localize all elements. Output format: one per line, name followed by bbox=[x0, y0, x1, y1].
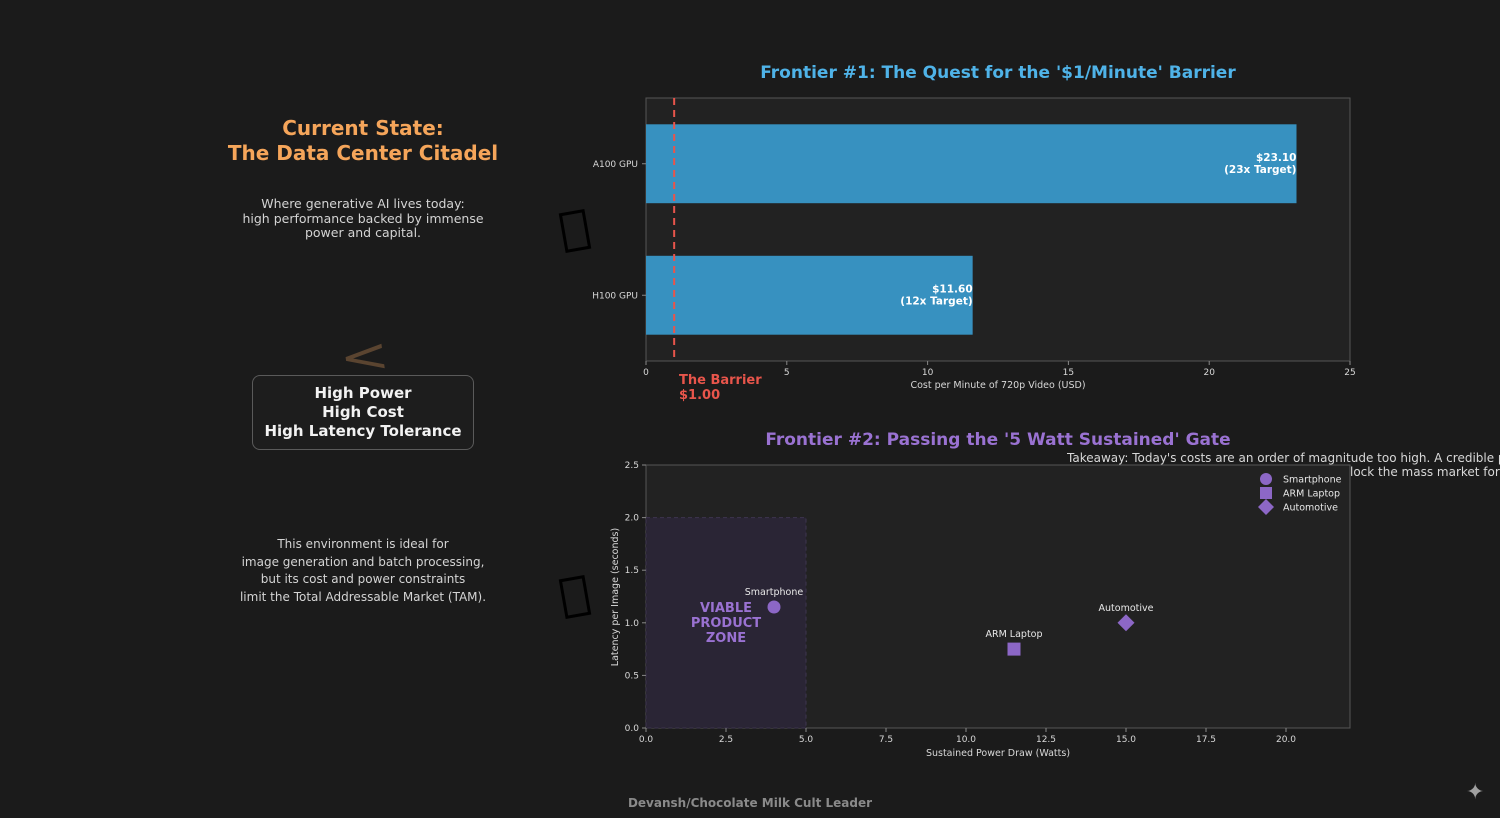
y-tick-label: 1.0 bbox=[625, 619, 640, 629]
viable-product-zone bbox=[645, 517, 807, 729]
x-tick-label: 25 bbox=[1344, 368, 1355, 378]
footer-credit: Devansh/Chocolate Milk Cult Leader bbox=[627, 796, 873, 810]
x-tick-label: 2.5 bbox=[719, 735, 733, 745]
left-title-line2: The Data Center Citadel bbox=[227, 141, 499, 165]
bottom-line: This environment is ideal for bbox=[277, 537, 449, 551]
chart2-xlabel: Sustained Power Draw (Watts) bbox=[926, 748, 1070, 759]
point-label: ARM Laptop bbox=[985, 629, 1042, 640]
x-tick-label: 0 bbox=[643, 368, 649, 378]
constraint-tag: High Cost bbox=[322, 403, 404, 421]
zone-label-line: PRODUCT bbox=[691, 616, 761, 631]
point-label: Smartphone bbox=[745, 587, 804, 598]
y-tick-label: 2.5 bbox=[625, 461, 639, 471]
x-tick-label: 20 bbox=[1203, 368, 1215, 378]
left-title-line1: Current State: bbox=[282, 116, 444, 140]
barrier-value: $1.00 bbox=[679, 388, 720, 403]
barrier-label: The Barrier bbox=[679, 373, 762, 388]
x-tick-label: 5 bbox=[784, 368, 790, 378]
x-tick-label: 10.0 bbox=[956, 735, 976, 745]
bar-multiple-label: (12x Target) bbox=[900, 295, 972, 307]
takeaway-line: Takeaway: Today's costs are an order of … bbox=[1067, 451, 1500, 465]
y-tick-label: 2.0 bbox=[625, 514, 640, 524]
point-arm-laptop bbox=[1007, 642, 1021, 656]
bar-a100-gpu bbox=[646, 124, 1297, 204]
x-tick-label: 17.5 bbox=[1196, 735, 1216, 745]
x-tick-label: 15.0 bbox=[1116, 735, 1136, 745]
bar-multiple-label: (23x Target) bbox=[1224, 164, 1296, 176]
y-tick-label: 0.5 bbox=[625, 671, 639, 681]
x-tick-label: 20.0 bbox=[1276, 735, 1296, 745]
y-tick-label: 1.5 bbox=[625, 566, 639, 576]
bottom-line: image generation and batch processing, bbox=[241, 554, 485, 569]
legend-entry: Smartphone bbox=[1283, 475, 1342, 486]
bottom-line: but its cost and power constraints bbox=[260, 572, 466, 586]
legend-marker bbox=[1260, 487, 1272, 499]
chart1-xlabel: Cost per Minute of 720p Video (USD) bbox=[910, 380, 1085, 391]
x-tick-label: 10 bbox=[922, 368, 934, 378]
constraint-tag: High Power bbox=[314, 384, 412, 402]
point-label: Automotive bbox=[1099, 603, 1154, 614]
y-tick-label: A100 GPU bbox=[593, 160, 638, 170]
chart2-ylabel: Latency per Image (seconds) bbox=[610, 528, 621, 666]
chart1-title: Frontier #1: The Quest for the '$1/Minut… bbox=[760, 63, 1236, 83]
x-tick-label: 5.0 bbox=[799, 735, 814, 745]
y-tick-label: H100 GPU bbox=[592, 291, 638, 301]
x-tick-label: 7.5 bbox=[879, 735, 893, 745]
left-intro-text: Where generative AI lives today: high pe… bbox=[213, 196, 513, 241]
zone-label-line: ZONE bbox=[706, 631, 746, 646]
constraint-tag: High Latency Tolerance bbox=[264, 422, 462, 440]
takeaway-line: lock the mass market for c bbox=[1350, 465, 1500, 479]
cost-bar-chart: $23.10(23x Target) $11.60(12x Target) 0 5 1… bbox=[592, 97, 1356, 403]
left-panel-title: Current State: The Data Center Citadel bbox=[183, 116, 543, 166]
intro-line: power and capital. bbox=[304, 225, 422, 240]
point-smartphone bbox=[767, 600, 781, 614]
point-automotive bbox=[1117, 614, 1135, 632]
zone-label-line: VIABLE bbox=[700, 601, 752, 616]
bottom-line: limit the Total Addressable Market (TAM)… bbox=[239, 589, 487, 604]
bar-value-label: $11.60 bbox=[932, 283, 973, 295]
bar-h100-gpu bbox=[646, 255, 973, 335]
y-tick-label: 0.0 bbox=[625, 724, 640, 734]
sparkle-icon: ✦ bbox=[1466, 780, 1485, 805]
chart2-title: Frontier #2: Passing the '5 Watt Sustain… bbox=[765, 430, 1231, 450]
intro-line: high performance backed by immense bbox=[242, 210, 484, 226]
intro-line: Where generative AI lives today: bbox=[261, 196, 465, 211]
takeaway-text: Takeaway: Today's costs are an order of … bbox=[1067, 451, 1500, 483]
left-bottom-text: This environment is ideal for image gene… bbox=[213, 536, 513, 606]
legend-marker bbox=[1258, 499, 1274, 515]
legend-entry: Automotive bbox=[1283, 503, 1338, 514]
legend-marker bbox=[1260, 473, 1272, 485]
constraints-box: High Power High Cost High Latency Tolera… bbox=[252, 375, 474, 450]
x-tick-label: 12.5 bbox=[1036, 735, 1056, 745]
x-tick-label: 15 bbox=[1063, 368, 1074, 378]
bar-value-label: $23.10 bbox=[1256, 152, 1297, 164]
legend-entry: ARM Laptop bbox=[1283, 489, 1340, 500]
x-tick-label: 0.0 bbox=[639, 735, 654, 745]
